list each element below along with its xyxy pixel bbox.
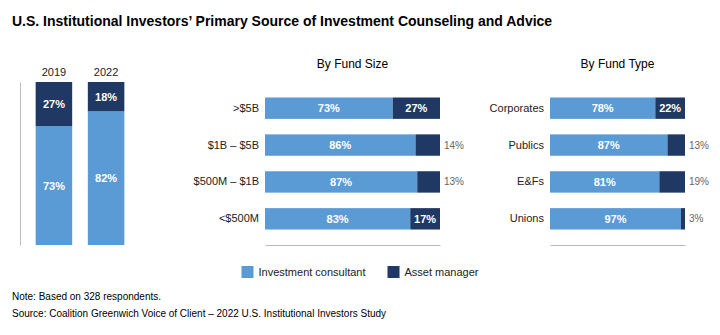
category-label: Unions xyxy=(510,212,545,224)
category-label: Corporates xyxy=(490,102,545,114)
legend-label: Investment consultant xyxy=(259,266,366,278)
data-label: 82% xyxy=(95,172,117,184)
bar-segment xyxy=(667,134,685,155)
bar-segment xyxy=(265,208,410,229)
data-label: 81% xyxy=(594,176,616,188)
bar-segment xyxy=(265,97,393,118)
data-labels: 73% 82% 27% 18% xyxy=(43,91,117,192)
annotation: Note: Based on 328 respondents. xyxy=(12,291,161,302)
bar-segment xyxy=(36,82,73,126)
bars xyxy=(550,97,685,229)
category-tick: E&Fs xyxy=(517,175,550,187)
category-tick: Unions xyxy=(510,212,550,224)
category-axis: Corporates Publics E&Fs Unions xyxy=(490,102,550,225)
bar-segment xyxy=(550,134,667,155)
legend-swatch xyxy=(242,266,254,278)
data-label: 97% xyxy=(604,213,626,225)
legend-swatch xyxy=(388,266,400,278)
annotation: Source: Coalition Greenwich Voice of Cli… xyxy=(12,308,386,319)
bar-segment xyxy=(417,171,440,192)
legend-label: Asset manager xyxy=(405,266,479,278)
data-label: 73% xyxy=(318,102,340,114)
data-labels: 78% 87% 81% 97% 22% 13% 19% 3% xyxy=(592,102,709,225)
data-label: 73% xyxy=(43,180,65,192)
bar-segment xyxy=(36,126,73,245)
category-tick: >$5B xyxy=(233,102,265,114)
panel-0: 73% 82% 27% 18% 2019 2022 xyxy=(21,66,125,246)
category-label: E&Fs xyxy=(517,175,544,187)
data-label: 13% xyxy=(444,176,464,187)
value-axis xyxy=(266,245,441,246)
data-label: 87% xyxy=(598,139,620,151)
panel-title: By Fund Size xyxy=(317,57,389,71)
category-axis: 2019 2022 xyxy=(42,66,119,82)
bar-segment xyxy=(550,97,655,118)
category-tick: $500M – $1B xyxy=(194,175,265,187)
data-label: 18% xyxy=(95,91,117,103)
value-axis xyxy=(20,83,21,246)
data-label: 14% xyxy=(444,140,464,151)
bar-segment xyxy=(681,208,685,229)
data-label: 86% xyxy=(329,139,351,151)
bars xyxy=(36,82,125,245)
value-axis xyxy=(551,245,686,246)
data-label: 87% xyxy=(330,176,352,188)
bar-segment xyxy=(416,134,441,155)
panel-2: 78% 87% 81% 97% 22% 13% 19% 3% Corporates Publics… xyxy=(490,57,710,246)
category-label: $500M – $1B xyxy=(194,175,259,187)
data-labels: 73% 86% 87% 83% 27% 14% 13% 17% xyxy=(318,102,464,225)
bar-segment xyxy=(265,171,417,192)
data-label: 22% xyxy=(659,102,681,114)
bars xyxy=(265,97,440,229)
bar-segment xyxy=(265,134,416,155)
data-label: 83% xyxy=(327,213,349,225)
bar-segment xyxy=(550,171,659,192)
value-axis-line xyxy=(551,245,686,246)
category-label: Publics xyxy=(509,139,545,151)
bar-segment xyxy=(550,208,681,229)
category-tick: Publics xyxy=(509,139,550,151)
category-tick: Corporates xyxy=(490,102,550,114)
value-axis-line xyxy=(266,245,441,246)
data-label: 13% xyxy=(689,140,709,151)
value-axis-line xyxy=(20,83,21,246)
category-label: >$5B xyxy=(233,102,259,114)
data-label: 19% xyxy=(689,176,709,187)
data-label: 17% xyxy=(414,213,436,225)
legend: Investment consultant Asset manager xyxy=(242,266,479,278)
data-label: 27% xyxy=(43,98,65,110)
category-label: 2022 xyxy=(94,66,118,78)
bar-segment xyxy=(659,171,685,192)
category-label: 2019 xyxy=(42,66,66,78)
legend-item: Asset manager xyxy=(388,266,479,278)
panel-title: By Fund Type xyxy=(581,57,655,71)
category-axis: >$5B $1B – $5B $500M – $1B <$500M xyxy=(194,102,265,225)
chart-title: U.S. Institutional Investors’ Primary So… xyxy=(12,13,552,29)
bar-segment xyxy=(655,97,685,118)
legend-item: Investment consultant xyxy=(242,266,366,278)
category-label: $1B – $5B xyxy=(208,139,259,151)
category-tick: 2019 xyxy=(42,66,66,82)
category-tick: <$500M xyxy=(219,212,265,224)
bar-segment xyxy=(88,82,125,111)
panel-1: 73% 86% 87% 83% 27% 14% 13% 17% >$5B $1B – $5B $50… xyxy=(194,57,465,246)
bar-segment xyxy=(88,111,125,245)
category-label: <$500M xyxy=(219,212,259,224)
bar-segment xyxy=(393,97,440,118)
bar-segment xyxy=(410,208,440,229)
data-label: 27% xyxy=(405,102,427,114)
data-label: 78% xyxy=(592,102,614,114)
category-tick: 2022 xyxy=(94,66,118,82)
chart-canvas: 73% 82% 27% 18% 2019 2022 73% 86% 87% 83% 27% 14% 13… xyxy=(0,0,720,335)
data-label: 3% xyxy=(689,213,704,224)
category-tick: $1B – $5B xyxy=(208,139,265,151)
